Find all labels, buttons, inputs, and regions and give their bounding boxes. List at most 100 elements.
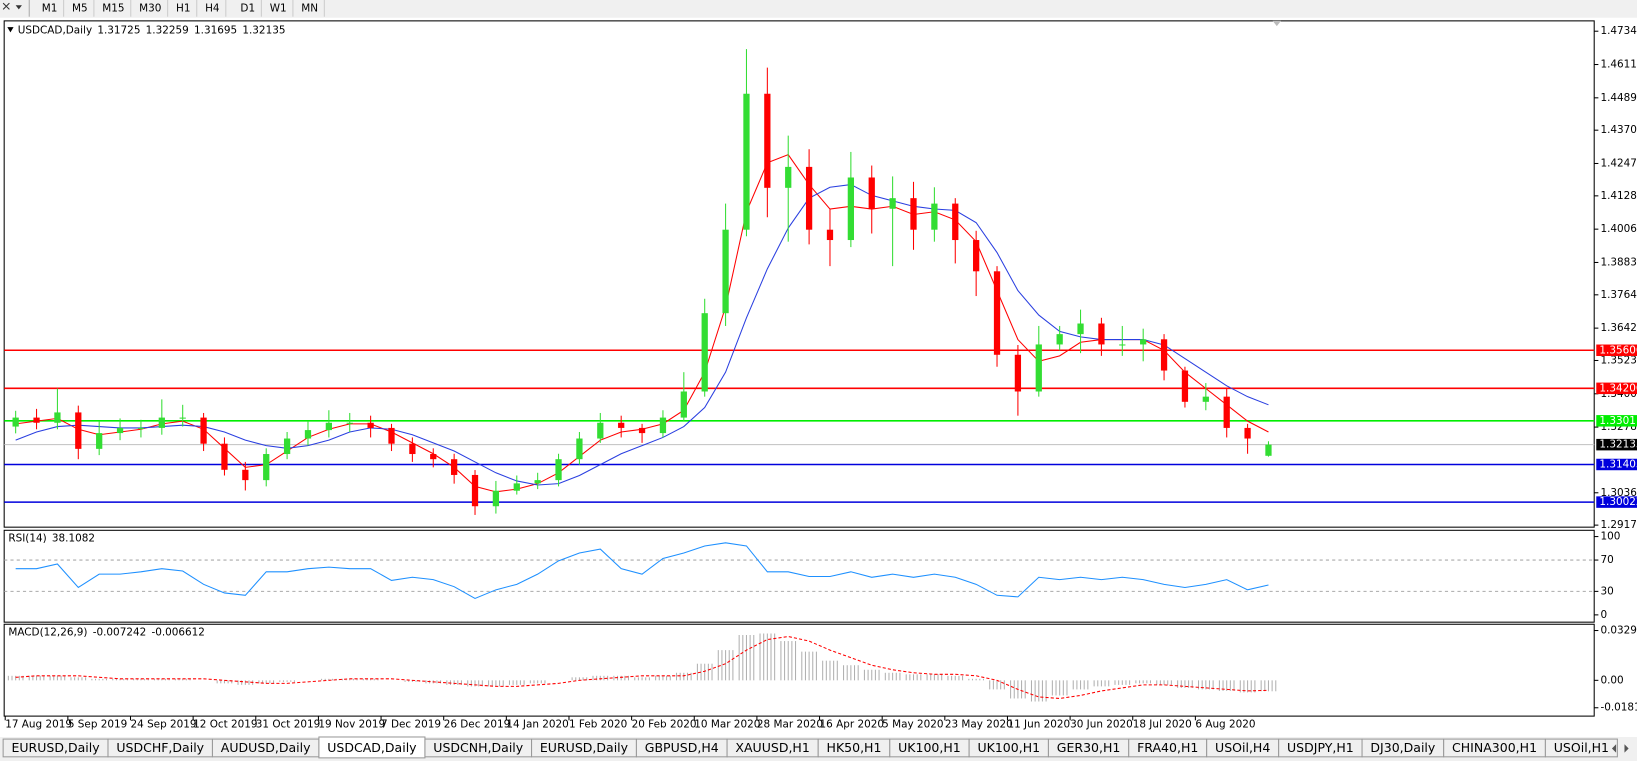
candle-body (1098, 323, 1105, 345)
timeframe-button[interactable]: M5 (72, 2, 88, 14)
x-tick-label: 5 Sep 2019 (68, 718, 127, 730)
timeframe-button[interactable]: H1 (176, 2, 190, 14)
candle-body (116, 427, 124, 434)
candle-body (325, 422, 332, 431)
level-label-bg (1596, 415, 1637, 427)
level-label-bg (1596, 344, 1637, 357)
candle-body (200, 417, 207, 444)
timeframe-button[interactable]: H4 (205, 2, 220, 14)
timeframe-button[interactable]: M1 (42, 2, 58, 14)
candle-body (1181, 370, 1189, 402)
candle-body (1223, 396, 1230, 428)
tab-label[interactable]: GER30,H1 (1057, 740, 1121, 755)
chart-header: USDCAD,Daily 1.31725 1.32259 1.31695 1.32135 (18, 24, 286, 36)
y-tick-label: 1.30365 (1600, 487, 1637, 499)
tab-label[interactable]: FRA40,H1 (1137, 740, 1198, 755)
y-tick-label: 1.43700 (1600, 124, 1637, 136)
tab-label[interactable]: DJ30,Daily (1370, 740, 1435, 755)
candle-body (701, 313, 708, 392)
y-tick-label: 0.032972 (1600, 625, 1637, 637)
candle-body (283, 438, 291, 455)
x-tick-label: 23 May 2020 (945, 718, 1013, 730)
candle-body (952, 203, 959, 241)
timeframe-button[interactable]: D1 (240, 2, 255, 14)
candle-body (638, 427, 646, 434)
candle-body (868, 177, 875, 209)
candle-body (659, 417, 667, 434)
candle-body (242, 469, 249, 481)
rsi-header: RSI(14) 38.1082 (8, 533, 95, 545)
tab-label[interactable]: EURUSD,Daily (540, 740, 629, 755)
tab-label[interactable]: CHINA300,H1 (1452, 740, 1537, 755)
y-tick-label: 1.32780 (1600, 421, 1637, 433)
tab-label[interactable]: USDCHF,Daily (116, 740, 204, 755)
tab-label[interactable]: UK100,H1 (898, 740, 961, 755)
tab-label[interactable]: EURUSD,Daily (11, 740, 100, 755)
level-label-bg (1596, 496, 1637, 508)
candle-body (826, 229, 834, 241)
candle-body (1056, 334, 1063, 345)
x-tick-label: 24 Sep 2019 (131, 718, 197, 730)
macd-panel (3, 623, 1595, 717)
x-tick-label: 11 Jun 2020 (1007, 718, 1070, 730)
x-tick-label: 28 Mar 2020 (757, 718, 823, 730)
tab-label[interactable]: HK50,H1 (827, 740, 882, 755)
tabs: EURUSD,Daily USDCHF,Daily AUDUSD,Daily USDC… (2, 736, 1618, 759)
x-tick-label: 14 Jan 2020 (506, 718, 568, 730)
candle-body (263, 454, 270, 481)
timeframe-button[interactable]: M30 (139, 2, 161, 14)
tab-label[interactable]: USDCNH,Daily (433, 740, 523, 755)
tab-label[interactable]: USDCAD,Daily (327, 740, 417, 755)
y-tick-label: 1.42475 (1600, 157, 1637, 169)
dropdown-icon[interactable] (15, 5, 22, 10)
menu-arrow[interactable] (7, 27, 14, 33)
y-tick-label: 1.29175 (1600, 519, 1637, 531)
x-tick-label: 5 May 2020 (882, 718, 943, 730)
tab-label[interactable]: USOil,H1 (1554, 740, 1609, 755)
candle-body (12, 417, 19, 427)
candle-body (33, 417, 40, 423)
tab-bg[interactable] (1544, 738, 1618, 758)
candle-body (993, 271, 1001, 355)
candle-body (722, 229, 729, 314)
candle-body (513, 483, 520, 491)
header-value: 1.32135 (242, 24, 285, 36)
candle-body (597, 422, 604, 439)
price-panel (3, 20, 1595, 528)
candle-body (430, 454, 437, 460)
x-tick-label: 10 Mar 2020 (694, 718, 760, 730)
header-value: 38.1082 (52, 533, 95, 545)
tab-label[interactable]: XAUUSD,H1 (735, 740, 809, 755)
candle-body (451, 459, 458, 475)
tab-label[interactable]: AUDUSD,Daily (221, 740, 311, 755)
candle-body (576, 438, 583, 460)
tab-label[interactable]: UK100,H1 (977, 740, 1040, 755)
timeframe-button[interactable]: MN (301, 2, 318, 14)
crosshair-icon[interactable] (2, 2, 10, 10)
shift-marker (1272, 20, 1281, 27)
tab-label[interactable]: USDJPY,H1 (1287, 740, 1354, 755)
timeframe-button[interactable]: M15 (102, 2, 124, 14)
candle-body (75, 412, 82, 449)
tab-label[interactable]: GBPUSD,H4 (645, 740, 719, 755)
timeframe-button[interactable]: W1 (270, 2, 287, 14)
y-tick-label: 1.44890 (1600, 92, 1637, 104)
candle-body (910, 198, 917, 230)
level-label: 1.30022 (1599, 496, 1637, 508)
tab-label[interactable]: USOil,H4 (1215, 740, 1270, 755)
candle-body (1140, 339, 1147, 345)
header-value: 1.31695 (194, 24, 237, 36)
x-tick-label: 19 Nov 2019 (318, 718, 385, 730)
candle-body (680, 391, 687, 418)
candle-body (409, 443, 416, 455)
level-label: 1.34206 (1599, 382, 1637, 394)
candle-body (96, 433, 103, 449)
level-label: 1.35606 (1599, 344, 1637, 356)
candle-body (1119, 344, 1126, 346)
candle-body (367, 422, 374, 428)
tab-scroll[interactable] (1611, 744, 1629, 753)
candle-body (346, 422, 353, 424)
candle-body (805, 166, 813, 230)
